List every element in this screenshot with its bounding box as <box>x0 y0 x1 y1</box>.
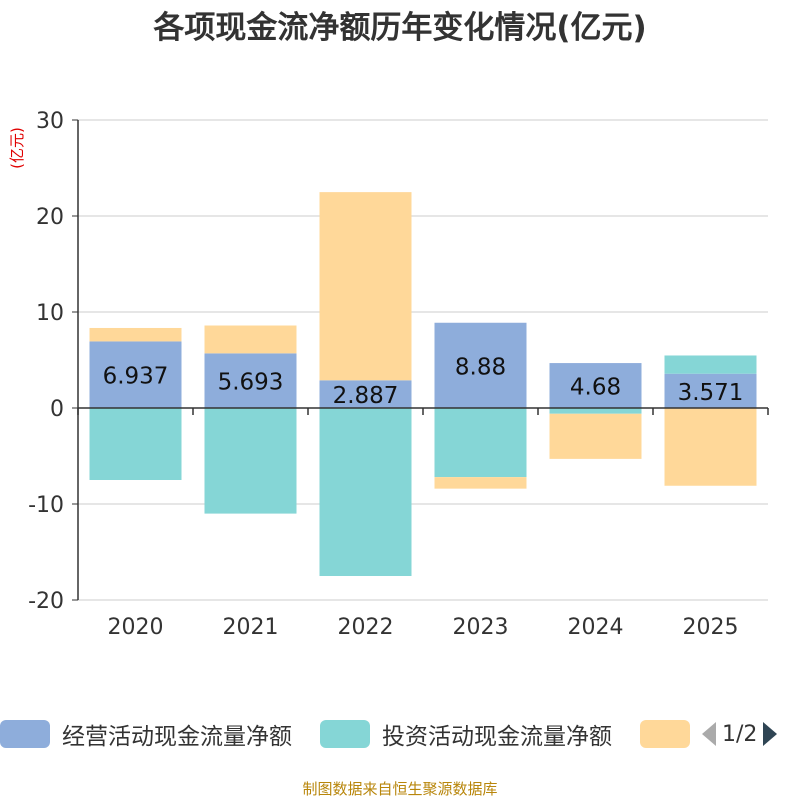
legend-item-investing[interactable]: 投资活动现金流量净额 <box>320 716 612 752</box>
legend-swatch-financing <box>640 720 690 748</box>
bar-series-2-2023[interactable] <box>435 477 527 489</box>
bar-series-1-2020[interactable] <box>90 408 182 480</box>
bar-series-1-2023[interactable] <box>435 408 527 477</box>
data-label: 6.937 <box>103 364 169 390</box>
bar-series-2-2022[interactable] <box>320 192 412 380</box>
bar-series-2-2024[interactable] <box>550 414 642 459</box>
data-label: 4.68 <box>570 375 621 401</box>
y-tick-label: 10 <box>36 301 64 326</box>
bar-series-2-2021[interactable] <box>205 326 297 354</box>
y-axis-label: (亿元) <box>8 127 26 169</box>
legend-label-investing: 投资活动现金流量净额 <box>382 717 612 751</box>
chart-title: 各项现金流净额历年变化情况(亿元) <box>152 10 646 46</box>
x-tick-label: 2020 <box>108 615 164 640</box>
x-tick-label: 2021 <box>223 615 279 640</box>
legend-item-financing[interactable] <box>640 716 690 752</box>
y-tick-label: -10 <box>28 493 64 518</box>
legend: 经营活动现金流量净额 投资活动现金流量净额 1/2 <box>0 716 800 752</box>
pager-text: 1/2 <box>722 722 757 747</box>
y-tick-label: 20 <box>36 205 64 230</box>
bar-series-1-2021[interactable] <box>205 408 297 514</box>
data-label: 3.571 <box>678 380 744 406</box>
y-tick-label: 30 <box>36 109 64 134</box>
data-label: 5.693 <box>218 370 284 396</box>
y-tick-label: 0 <box>50 397 64 422</box>
x-tick-label: 2023 <box>453 615 509 640</box>
bar-series-2-2020[interactable] <box>90 328 182 341</box>
legend-swatch-investing <box>320 720 370 748</box>
pager-next-icon[interactable] <box>761 720 779 748</box>
bar-series-2-2025[interactable] <box>665 408 757 486</box>
bar-series-1-2022[interactable] <box>320 408 412 576</box>
x-tick-label: 2025 <box>683 615 739 640</box>
x-tick-label: 2024 <box>568 615 624 640</box>
data-label: 8.88 <box>455 354 506 380</box>
chart: 各项现金流净额历年变化情况(亿元) (亿元) -20 -10 0 10 20 30 2020… <box>0 0 800 800</box>
bar-series-1-2025[interactable] <box>665 355 757 373</box>
legend-item-operating[interactable]: 经营活动现金流量净额 <box>0 716 292 752</box>
x-tick-label: 2022 <box>338 615 394 640</box>
footer-source: 制图数据来自恒生聚源数据库 <box>0 778 800 799</box>
legend-pager: 1/2 <box>700 716 800 752</box>
legend-label-operating: 经营活动现金流量净额 <box>62 717 292 751</box>
y-tick-label: -20 <box>28 589 64 614</box>
legend-swatch-operating <box>0 720 50 748</box>
data-label: 2.887 <box>333 383 399 409</box>
pager-prev-icon[interactable] <box>700 720 718 748</box>
bar-series-1-2024[interactable] <box>550 408 642 414</box>
